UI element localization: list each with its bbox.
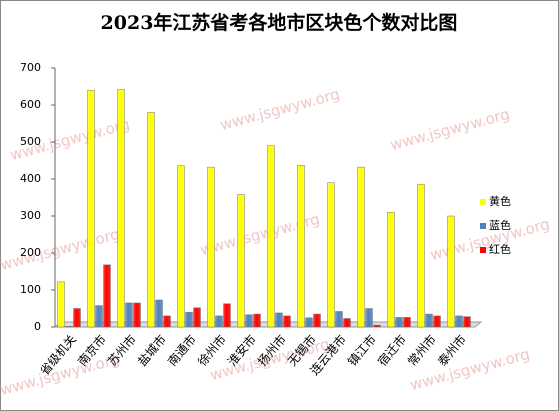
bar bbox=[245, 314, 253, 328]
bar bbox=[125, 302, 133, 328]
bar bbox=[215, 315, 223, 328]
bar bbox=[65, 326, 73, 328]
legend-swatch bbox=[480, 199, 486, 205]
bar bbox=[395, 317, 403, 328]
bar bbox=[387, 212, 395, 328]
y-tick-label: 0 bbox=[34, 320, 41, 333]
legend-label: 黄色 bbox=[489, 194, 511, 208]
bar bbox=[73, 308, 81, 328]
bar bbox=[103, 264, 111, 328]
bar bbox=[57, 281, 65, 328]
bar bbox=[403, 317, 411, 328]
bar bbox=[335, 311, 343, 328]
bar bbox=[177, 165, 185, 328]
y-tick-label: 600 bbox=[20, 98, 41, 111]
bar bbox=[305, 317, 313, 328]
bar bbox=[433, 315, 441, 328]
y-tick-label: 300 bbox=[20, 209, 41, 222]
bar bbox=[87, 89, 95, 328]
bar bbox=[117, 89, 125, 328]
bar bbox=[267, 145, 275, 328]
bar bbox=[327, 182, 335, 328]
bar bbox=[163, 315, 171, 328]
bar bbox=[343, 318, 351, 328]
y-tick-label: 700 bbox=[20, 61, 41, 74]
y-tick-label: 100 bbox=[20, 283, 41, 296]
bar bbox=[237, 194, 245, 328]
chart-title: 2023年江苏省考各地市区块色个数对比图 bbox=[101, 11, 458, 34]
bar bbox=[155, 299, 163, 328]
bar bbox=[253, 313, 261, 328]
bar bbox=[147, 112, 155, 328]
y-tick-label: 500 bbox=[20, 135, 41, 148]
y-tick-label: 400 bbox=[20, 172, 41, 185]
bar bbox=[275, 312, 283, 328]
legend-swatch bbox=[480, 247, 486, 253]
legend-label: 红色 bbox=[489, 242, 511, 256]
bar bbox=[417, 183, 425, 328]
bar bbox=[223, 303, 231, 328]
bar bbox=[95, 305, 103, 328]
bar bbox=[357, 166, 365, 328]
bar bbox=[193, 307, 201, 328]
bar bbox=[313, 313, 321, 328]
bar bbox=[455, 315, 463, 328]
bar bbox=[373, 324, 381, 328]
bar bbox=[297, 165, 305, 328]
bar bbox=[133, 302, 141, 328]
legend-swatch bbox=[480, 223, 486, 229]
y-tick-label: 200 bbox=[20, 246, 41, 259]
bar bbox=[463, 316, 471, 328]
legend-label: 蓝色 bbox=[489, 218, 511, 232]
bar bbox=[447, 215, 455, 328]
bar bbox=[207, 166, 215, 328]
bar bbox=[425, 313, 433, 328]
bar bbox=[185, 311, 193, 328]
bar bbox=[365, 308, 373, 328]
bar bbox=[283, 315, 291, 328]
